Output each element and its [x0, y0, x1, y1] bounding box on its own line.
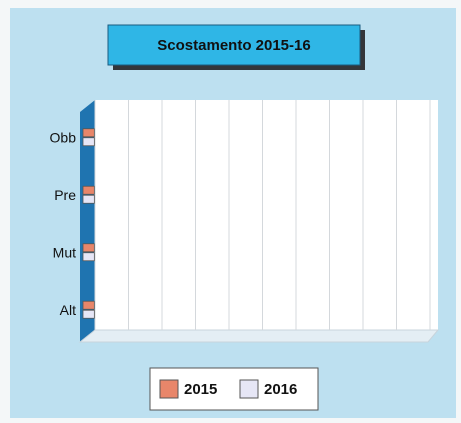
bar — [82, 243, 95, 253]
y-tick-label: Pre — [54, 187, 76, 203]
legend-swatch — [239, 379, 259, 399]
plot-area — [95, 100, 438, 330]
bar — [82, 137, 95, 147]
bar — [82, 128, 95, 138]
y-tick-label: Mut — [53, 244, 76, 260]
bar — [82, 252, 95, 262]
legend-label: 2016 — [264, 381, 297, 398]
plot-wall — [80, 100, 95, 342]
bar — [82, 185, 95, 195]
legend-swatch — [159, 379, 179, 399]
plot-floor — [78, 329, 440, 343]
bar — [82, 194, 95, 204]
bar — [82, 309, 95, 319]
y-tick-label: Obb — [50, 129, 77, 145]
y-tick-label: Alt — [60, 302, 76, 318]
chart-title: Scostamento 2015-16 — [157, 37, 310, 54]
title-box — [107, 24, 361, 66]
bar — [82, 300, 95, 310]
legend-label: 2015 — [184, 381, 217, 398]
